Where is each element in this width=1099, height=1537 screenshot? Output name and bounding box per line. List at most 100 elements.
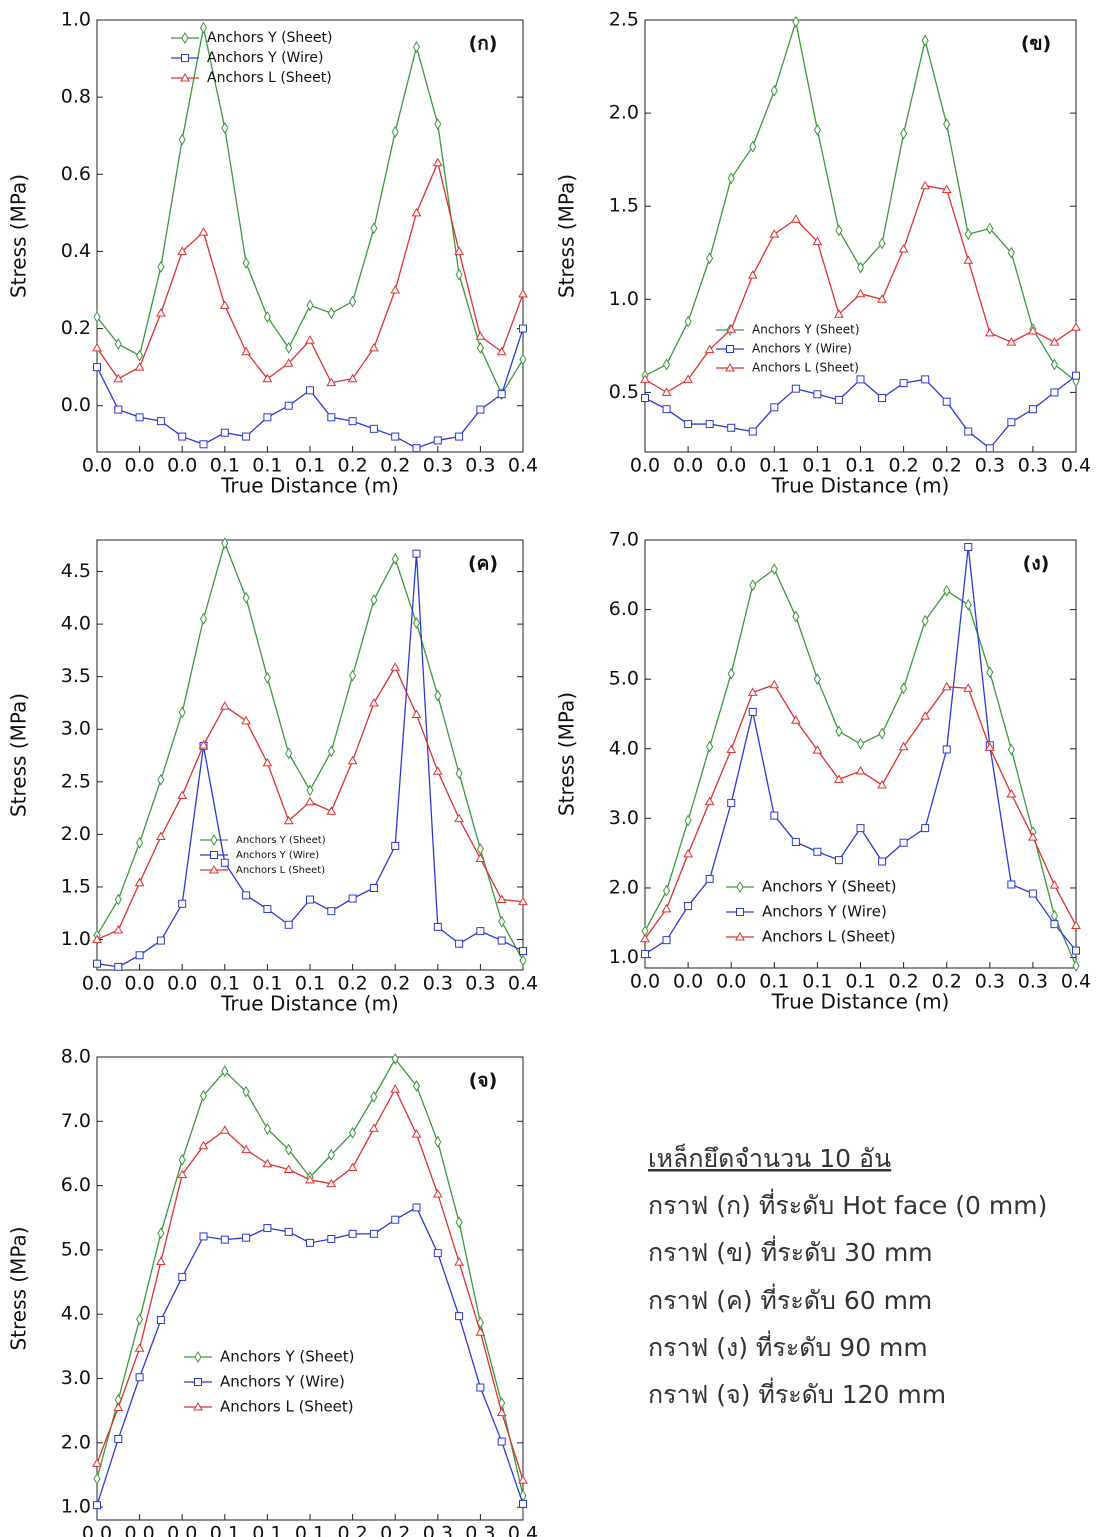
marker xyxy=(834,309,844,318)
marker xyxy=(769,679,780,689)
series-line xyxy=(96,1057,524,1496)
marker xyxy=(941,681,952,691)
marker xyxy=(370,222,378,235)
legend-marker xyxy=(736,908,744,916)
marker xyxy=(113,1402,124,1411)
marker xyxy=(455,1312,464,1321)
marker xyxy=(198,740,209,749)
y-tick-label: 3.0 xyxy=(61,718,91,740)
x-tick-label: 0.2 xyxy=(337,455,367,477)
marker xyxy=(812,745,823,754)
marker xyxy=(704,344,715,354)
x-tick-label: 0.1 xyxy=(295,973,325,995)
x-tick-label: 0.2 xyxy=(380,973,410,995)
marker xyxy=(475,853,486,863)
marker xyxy=(706,740,714,753)
marker xyxy=(835,725,843,738)
note-line: กราฟ (ค) ที่ระดับ 60 mm xyxy=(648,1283,932,1315)
marker xyxy=(242,1233,251,1242)
y-tick-label: 2.5 xyxy=(609,9,639,31)
marker xyxy=(986,666,994,679)
marker xyxy=(262,1158,273,1168)
y-tick-label: 1.0 xyxy=(609,946,639,968)
marker xyxy=(199,1232,208,1241)
x-axis-label: True Distance (m) xyxy=(220,992,399,1016)
marker xyxy=(220,858,229,867)
marker xyxy=(476,927,485,936)
marker xyxy=(1007,880,1016,889)
marker xyxy=(199,21,208,34)
marker xyxy=(683,374,693,383)
marker xyxy=(792,610,800,623)
marker xyxy=(769,229,780,238)
y-tick-label: 4.0 xyxy=(609,737,639,759)
x-tick-label: 0.0 xyxy=(124,1523,154,1537)
marker xyxy=(156,936,165,945)
marker xyxy=(518,896,528,906)
legend-label: Anchors Y (Sheet) xyxy=(207,30,333,46)
marker xyxy=(219,1125,230,1134)
marker xyxy=(747,687,758,696)
marker xyxy=(348,894,357,903)
marker xyxy=(1028,832,1038,841)
marker xyxy=(790,214,801,223)
marker xyxy=(454,813,464,823)
marker xyxy=(178,899,187,908)
marker xyxy=(519,947,527,956)
marker xyxy=(943,584,951,597)
series-line xyxy=(96,553,524,968)
marker xyxy=(156,1316,165,1325)
marker xyxy=(306,895,314,904)
x-tick-label: 0.1 xyxy=(802,971,832,993)
y-tick-label: 0.8 xyxy=(61,86,91,108)
panel-label: (ง) xyxy=(1023,553,1050,575)
legend-marker xyxy=(194,1378,202,1386)
marker xyxy=(518,288,528,298)
marker xyxy=(263,311,271,323)
marker xyxy=(434,118,442,131)
plot-frame xyxy=(644,19,1077,453)
y-tick-label: 1.5 xyxy=(61,875,91,897)
marker xyxy=(285,341,293,354)
marker xyxy=(434,689,442,702)
marker xyxy=(662,936,671,945)
legend-label: Anchors Y (Sheet) xyxy=(752,323,860,337)
x-tick-label: 0.0 xyxy=(167,973,197,995)
marker xyxy=(242,257,250,269)
marker xyxy=(156,1256,166,1265)
marker xyxy=(327,1234,336,1243)
marker xyxy=(856,737,865,750)
marker xyxy=(306,386,314,395)
marker xyxy=(878,237,886,250)
marker xyxy=(114,405,123,414)
y-tick-label: 3.0 xyxy=(61,1367,91,1389)
marker xyxy=(920,711,931,720)
marker xyxy=(1071,322,1081,331)
x-tick-label: 0.0 xyxy=(716,455,746,477)
marker xyxy=(727,423,736,432)
marker xyxy=(93,1472,101,1485)
marker xyxy=(727,667,735,680)
marker xyxy=(1006,789,1017,798)
marker xyxy=(114,962,123,971)
legend-marker xyxy=(725,362,735,372)
y-tick-label: 5.0 xyxy=(61,1238,91,1260)
x-tick-label: 0.1 xyxy=(210,1523,240,1537)
marker xyxy=(263,671,271,684)
marker xyxy=(283,1164,294,1174)
marker xyxy=(157,773,165,786)
marker xyxy=(114,338,122,350)
marker xyxy=(391,125,399,138)
marker xyxy=(1072,371,1080,380)
note-line: กราฟ (ก) ที่ระดับ Hot face (0 mm) xyxy=(648,1188,1047,1220)
marker xyxy=(114,893,122,906)
marker xyxy=(263,1224,272,1233)
marker xyxy=(177,1169,188,1179)
marker xyxy=(285,747,293,760)
marker xyxy=(986,222,994,235)
marker xyxy=(1049,880,1060,889)
panel-label: (ก) xyxy=(469,33,498,55)
legend-label: Anchors L (Sheet) xyxy=(236,865,325,876)
marker xyxy=(455,268,463,281)
marker xyxy=(134,1343,145,1352)
